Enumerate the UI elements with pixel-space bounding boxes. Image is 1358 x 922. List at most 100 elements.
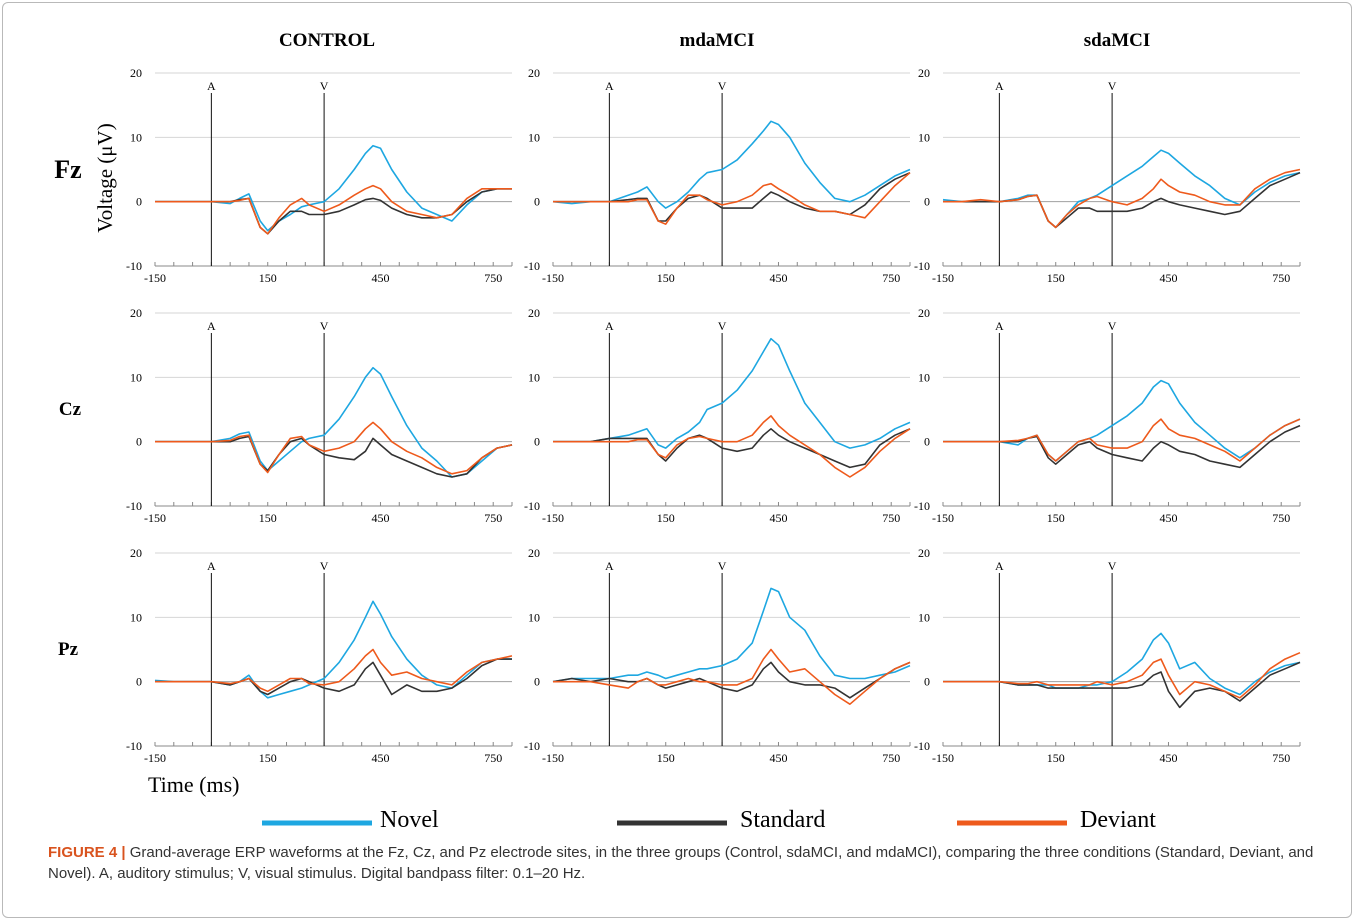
series-line-novel xyxy=(943,381,1300,461)
x-tick-label: -150 xyxy=(932,511,954,525)
x-tick-label: 150 xyxy=(657,511,675,525)
y-tick-label: 0 xyxy=(136,195,142,209)
stimulus-marker-label: A xyxy=(605,79,614,93)
x-tick-label: 750 xyxy=(484,751,502,765)
x-tick-label: -150 xyxy=(144,271,166,285)
stimulus-marker-label: A xyxy=(207,79,216,93)
x-tick-label: 450 xyxy=(769,511,787,525)
x-tick-label: 750 xyxy=(882,271,900,285)
stimulus-marker-label: A xyxy=(207,319,216,333)
series-line-deviant xyxy=(155,422,512,473)
x-tick-label: 450 xyxy=(1159,751,1177,765)
x-tick-label: 150 xyxy=(1047,271,1065,285)
y-tick-label: -10 xyxy=(914,259,930,273)
y-tick-label: 20 xyxy=(130,306,142,320)
y-tick-label: 10 xyxy=(130,370,142,384)
y-tick-label: 10 xyxy=(130,610,142,624)
x-tick-label: 750 xyxy=(1272,271,1290,285)
stimulus-marker-label: V xyxy=(320,559,329,573)
x-tick-label: 150 xyxy=(1047,751,1065,765)
x-tick-label: 150 xyxy=(657,751,675,765)
y-tick-label: 20 xyxy=(528,306,540,320)
y-tick-label: 0 xyxy=(534,195,540,209)
y-tick-label: 10 xyxy=(918,610,930,624)
x-tick-label: 750 xyxy=(1272,751,1290,765)
series-line-standard xyxy=(155,437,512,478)
x-tick-label: 450 xyxy=(769,271,787,285)
y-tick-label: 0 xyxy=(924,435,930,449)
stimulus-marker-label: V xyxy=(718,319,727,333)
x-tick-label: 150 xyxy=(259,511,277,525)
electrode-label: Pz xyxy=(58,639,79,660)
y-tick-label: 20 xyxy=(130,66,142,80)
series-line-standard xyxy=(553,429,910,468)
y-tick-label: 20 xyxy=(918,546,930,560)
y-tick-label: -10 xyxy=(524,259,540,273)
x-tick-label: 750 xyxy=(484,271,502,285)
y-tick-label: 10 xyxy=(918,130,930,144)
group-title: sdaMCI xyxy=(1084,30,1151,51)
stimulus-marker-label: V xyxy=(1108,79,1117,93)
x-tick-label: -150 xyxy=(144,751,166,765)
y-tick-label: 20 xyxy=(918,66,930,80)
y-tick-label: 10 xyxy=(528,610,540,624)
x-tick-label: 150 xyxy=(259,271,277,285)
caption-text: Grand-average ERP waveforms at the Fz, C… xyxy=(48,844,1313,882)
y-axis-label: Voltage (μV) xyxy=(93,123,117,232)
series-line-novel xyxy=(155,368,512,477)
series-line-novel xyxy=(553,339,910,448)
series-line-standard xyxy=(943,426,1300,468)
y-tick-label: 20 xyxy=(918,306,930,320)
y-tick-label: 0 xyxy=(136,435,142,449)
x-tick-label: -150 xyxy=(932,271,954,285)
group-title: mdaMCI xyxy=(680,30,755,51)
y-tick-label: 0 xyxy=(924,675,930,689)
y-tick-label: -10 xyxy=(126,259,142,273)
y-tick-label: -10 xyxy=(524,739,540,753)
caption-label: FIGURE 4 | xyxy=(48,844,126,861)
group-title: CONTROL xyxy=(279,30,375,51)
y-tick-label: -10 xyxy=(126,739,142,753)
stimulus-marker-label: V xyxy=(1108,319,1117,333)
y-tick-label: 20 xyxy=(528,546,540,560)
stimulus-marker-label: A xyxy=(995,559,1004,573)
x-tick-label: -150 xyxy=(542,751,564,765)
x-axis-label: Time (ms) xyxy=(148,772,239,797)
x-tick-label: 450 xyxy=(769,751,787,765)
y-tick-label: 0 xyxy=(924,195,930,209)
series-line-standard xyxy=(553,173,910,221)
x-tick-label: 450 xyxy=(371,751,389,765)
series-line-standard xyxy=(943,662,1300,707)
x-tick-label: 150 xyxy=(657,271,675,285)
stimulus-marker-label: V xyxy=(718,79,727,93)
series-line-novel xyxy=(553,121,910,208)
x-tick-label: 450 xyxy=(371,271,389,285)
x-tick-label: 450 xyxy=(1159,271,1177,285)
y-tick-label: 10 xyxy=(918,370,930,384)
stimulus-marker-label: A xyxy=(995,319,1004,333)
x-tick-label: 750 xyxy=(882,511,900,525)
y-tick-label: 0 xyxy=(534,675,540,689)
stimulus-marker-label: A xyxy=(605,559,614,573)
y-tick-label: -10 xyxy=(126,499,142,513)
electrode-label: Cz xyxy=(59,399,82,420)
series-line-deviant xyxy=(553,650,910,705)
legend-label-deviant: Deviant xyxy=(1080,807,1156,833)
series-line-deviant xyxy=(943,170,1300,228)
x-tick-label: 150 xyxy=(1047,511,1065,525)
x-tick-label: 750 xyxy=(1272,511,1290,525)
series-line-novel xyxy=(943,633,1300,694)
y-tick-label: 10 xyxy=(130,130,142,144)
y-tick-label: -10 xyxy=(914,739,930,753)
series-line-novel xyxy=(155,146,512,231)
legend-label-novel: Novel xyxy=(380,807,439,833)
stimulus-marker-label: A xyxy=(207,559,216,573)
y-tick-label: -10 xyxy=(914,499,930,513)
x-tick-label: 750 xyxy=(882,751,900,765)
series-line-standard xyxy=(155,189,512,234)
x-tick-label: 750 xyxy=(484,511,502,525)
x-tick-label: 450 xyxy=(371,511,389,525)
x-tick-label: -150 xyxy=(932,751,954,765)
x-tick-label: -150 xyxy=(542,511,564,525)
